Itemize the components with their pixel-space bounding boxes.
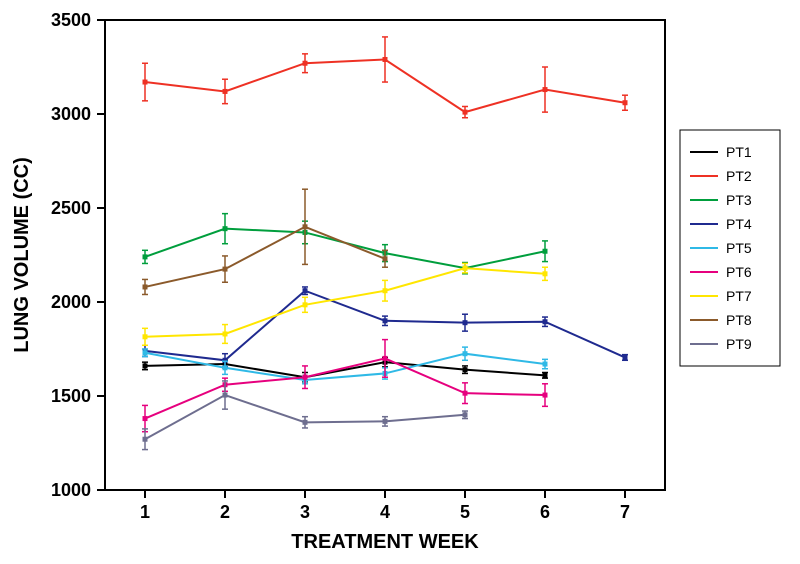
data-point [223,267,228,272]
data-point [623,355,628,360]
data-point [383,256,388,261]
data-point [383,419,388,424]
data-point [383,356,388,361]
legend-label: PT8 [726,312,752,328]
data-point [543,87,548,92]
data-point [383,57,388,62]
data-point [543,249,548,254]
series-line [145,227,385,287]
data-point [383,318,388,323]
data-point [623,100,628,105]
x-tick-label: 6 [540,502,550,522]
series-line [145,229,545,268]
data-point [143,416,148,421]
data-point [143,437,148,442]
x-tick-label: 7 [620,502,630,522]
data-point [463,320,468,325]
data-point [303,288,308,293]
data-point [223,331,228,336]
legend-label: PT4 [726,216,752,232]
legend-label: PT1 [726,144,752,160]
y-tick-label: 2500 [51,198,91,218]
data-point [143,254,148,259]
data-point [543,271,548,276]
data-point [303,375,308,380]
data-point [463,351,468,356]
x-tick-label: 1 [140,502,150,522]
legend-label: PT2 [726,168,752,184]
x-axis-title: TREATMENT WEEK [291,531,479,553]
series-PT6 [142,340,548,432]
y-tick-label: 1000 [51,480,91,500]
series-PT2 [142,37,628,118]
data-point [223,365,228,370]
data-point [143,284,148,289]
legend-label: PT9 [726,336,752,352]
series-line [145,353,545,380]
data-point [223,393,228,398]
data-point [463,367,468,372]
x-tick-label: 4 [380,502,390,522]
series-PT9 [142,381,468,450]
data-point [543,373,548,378]
data-point [143,334,148,339]
data-point [303,224,308,229]
x-tick-label: 3 [300,502,310,522]
lung-volume-chart: 1 2 3 4 5 6 7 1000 1500 2000 2500 3000 3500 TREATMENT… [0,0,800,564]
data-point [143,363,148,368]
data-point [463,110,468,115]
legend-label: PT6 [726,264,752,280]
x-tick-label: 5 [460,502,470,522]
series-PT8 [142,189,388,294]
data-point [303,302,308,307]
data-point [543,319,548,324]
series-line [145,358,545,418]
y-tick-label: 1500 [51,386,91,406]
y-tick-label: 3000 [51,104,91,124]
data-point [223,89,228,94]
data-point [143,80,148,85]
series-PT7 [142,263,548,345]
data-point [143,350,148,355]
y-tick-label: 2000 [51,292,91,312]
x-tick-label: 2 [220,502,230,522]
series-line [145,268,545,337]
data-point [303,420,308,425]
data-point [463,412,468,417]
data-point [303,61,308,66]
y-axis-title: LUNG VOLUME (CC) [11,157,33,353]
legend-label: PT3 [726,192,752,208]
series-PT1 [142,357,548,381]
legend-label: PT5 [726,240,752,256]
y-tick-label: 3500 [51,10,91,30]
data-point [543,362,548,367]
legend-label: PT7 [726,288,752,304]
data-point [463,391,468,396]
data-point [543,393,548,398]
data-point [383,288,388,293]
data-point [223,226,228,231]
data-point [463,266,468,271]
